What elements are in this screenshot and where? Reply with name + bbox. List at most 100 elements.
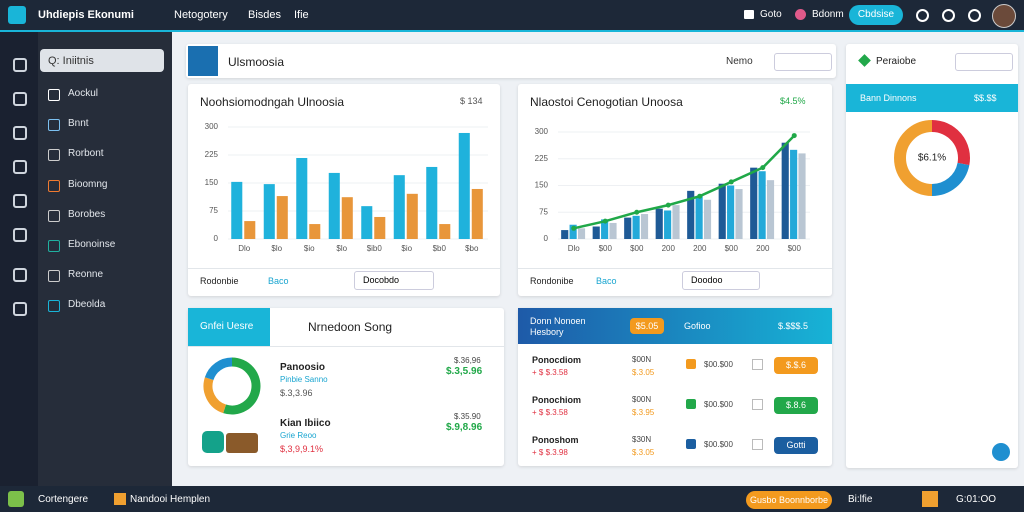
logo[interactable] <box>8 6 26 24</box>
x-tick-label: Dlo <box>568 244 581 253</box>
fab[interactable] <box>992 443 1010 461</box>
menu-item[interactable]: Borobes <box>68 208 106 220</box>
menu-icon[interactable] <box>48 240 60 252</box>
y-tick-label: 150 <box>535 181 549 190</box>
divider <box>518 268 832 269</box>
dropdown[interactable]: Doodoo <box>682 271 760 290</box>
bar <box>727 185 735 239</box>
bar <box>687 190 695 239</box>
icon <box>226 433 258 453</box>
y-tick-label: 150 <box>205 178 219 187</box>
icon[interactable] <box>942 9 955 22</box>
bar <box>471 188 483 239</box>
menu-icon[interactable] <box>48 89 60 101</box>
row-sub: Grie Reoo <box>280 431 317 440</box>
header-link[interactable]: Nemo <box>726 56 753 67</box>
divider <box>188 346 504 347</box>
bar <box>655 208 663 239</box>
menu-icon[interactable] <box>48 179 60 192</box>
history-value: $.$$$.5 <box>778 321 809 331</box>
x-tick-label: $lo <box>336 244 347 253</box>
bottom-button[interactable]: Gusbo Boonnborbe <box>746 491 832 509</box>
bar <box>664 210 672 239</box>
row-check[interactable] <box>752 359 763 370</box>
app-label[interactable]: Nandooi Hemplen <box>130 494 211 505</box>
nav-link[interactable]: Bisdes <box>248 9 282 21</box>
rail-icon[interactable] <box>13 228 27 242</box>
bar <box>750 167 758 239</box>
search-box[interactable] <box>40 49 164 72</box>
header-title: Ulsmoosia <box>228 55 285 69</box>
icon[interactable] <box>922 491 938 507</box>
row-check[interactable] <box>752 439 763 450</box>
rail-icon[interactable] <box>13 92 27 106</box>
nav-link[interactable]: Ifie <box>294 9 309 21</box>
row-amount: $00.$00 <box>704 360 733 369</box>
bar <box>592 226 600 239</box>
donut-segment <box>223 357 261 415</box>
bar <box>426 166 438 239</box>
clock: G:01:OO <box>956 494 997 505</box>
menu-icon[interactable] <box>48 209 60 222</box>
bar <box>672 205 680 239</box>
y-tick-label: 225 <box>535 154 549 163</box>
bar <box>601 219 609 239</box>
menu-item[interactable]: Bnnt <box>68 118 89 130</box>
combo-chart: 0 75 150 225 300 Dlo $00 $00 200 200 $00 200 $00 <box>535 127 810 253</box>
rail-icon[interactable] <box>13 268 27 282</box>
footer-link[interactable]: Baco <box>596 276 617 286</box>
menu-item[interactable]: Ebonoinse <box>68 239 116 250</box>
icon-rail <box>0 32 38 486</box>
row-sub: Pinbie Sanno <box>280 375 328 384</box>
donut-segment <box>931 162 970 196</box>
bar <box>758 171 766 239</box>
trend-point <box>697 193 703 199</box>
rail-icon[interactable] <box>13 302 27 316</box>
icon[interactable] <box>916 9 929 22</box>
bar <box>632 215 640 239</box>
row-button[interactable]: Gotti <box>774 437 818 454</box>
menu-item[interactable]: Aockul <box>68 88 99 99</box>
row-button[interactable]: $.8.6 <box>774 397 818 414</box>
menu-item[interactable]: Rorbont <box>68 148 104 160</box>
menu-item[interactable]: Dbeolda <box>68 299 106 311</box>
bar <box>790 149 798 239</box>
header-tools[interactable] <box>774 53 832 71</box>
icon[interactable] <box>795 9 806 20</box>
bar <box>458 132 470 239</box>
rail-icon[interactable] <box>13 194 27 208</box>
top-link[interactable]: Goto <box>760 9 782 20</box>
footer-label: Rondonibe <box>530 276 574 286</box>
menu-item[interactable]: Reonne <box>68 269 104 281</box>
menu-icon[interactable] <box>48 270 60 283</box>
bar <box>703 199 712 239</box>
row-button[interactable]: $.$.6 <box>774 357 818 374</box>
nav-link[interactable]: Netogotery <box>174 9 228 21</box>
trend-point <box>760 165 766 171</box>
bar <box>328 172 340 239</box>
bar <box>296 157 308 239</box>
row-bottom: $.3,5.96 <box>446 366 483 377</box>
side-tools[interactable] <box>955 53 1013 71</box>
trend-point <box>571 225 577 231</box>
top-button[interactable]: Cbdsise <box>849 5 903 25</box>
dropdown[interactable]: Docobdo <box>354 271 434 290</box>
footer-link[interactable]: Baco <box>268 276 289 286</box>
bar <box>569 224 577 239</box>
icon[interactable] <box>744 10 754 19</box>
avatar[interactable] <box>992 4 1016 28</box>
top-link[interactable]: Bdonm <box>812 9 844 20</box>
x-tick-label: $lo <box>271 244 282 253</box>
rail-icon[interactable] <box>13 126 27 140</box>
menu-item[interactable]: Bioomng <box>68 178 108 190</box>
rail-icon[interactable] <box>13 58 27 72</box>
menu-icon[interactable] <box>48 119 60 132</box>
menu-icon[interactable] <box>48 149 60 162</box>
tab-label[interactable]: Gnfei Uesre <box>200 321 254 332</box>
row-check[interactable] <box>752 399 763 410</box>
x-tick-label: $io <box>401 244 412 253</box>
tab[interactable] <box>188 308 270 346</box>
rail-icon[interactable] <box>13 160 27 174</box>
menu-icon[interactable] <box>48 300 60 313</box>
icon[interactable] <box>968 9 981 22</box>
